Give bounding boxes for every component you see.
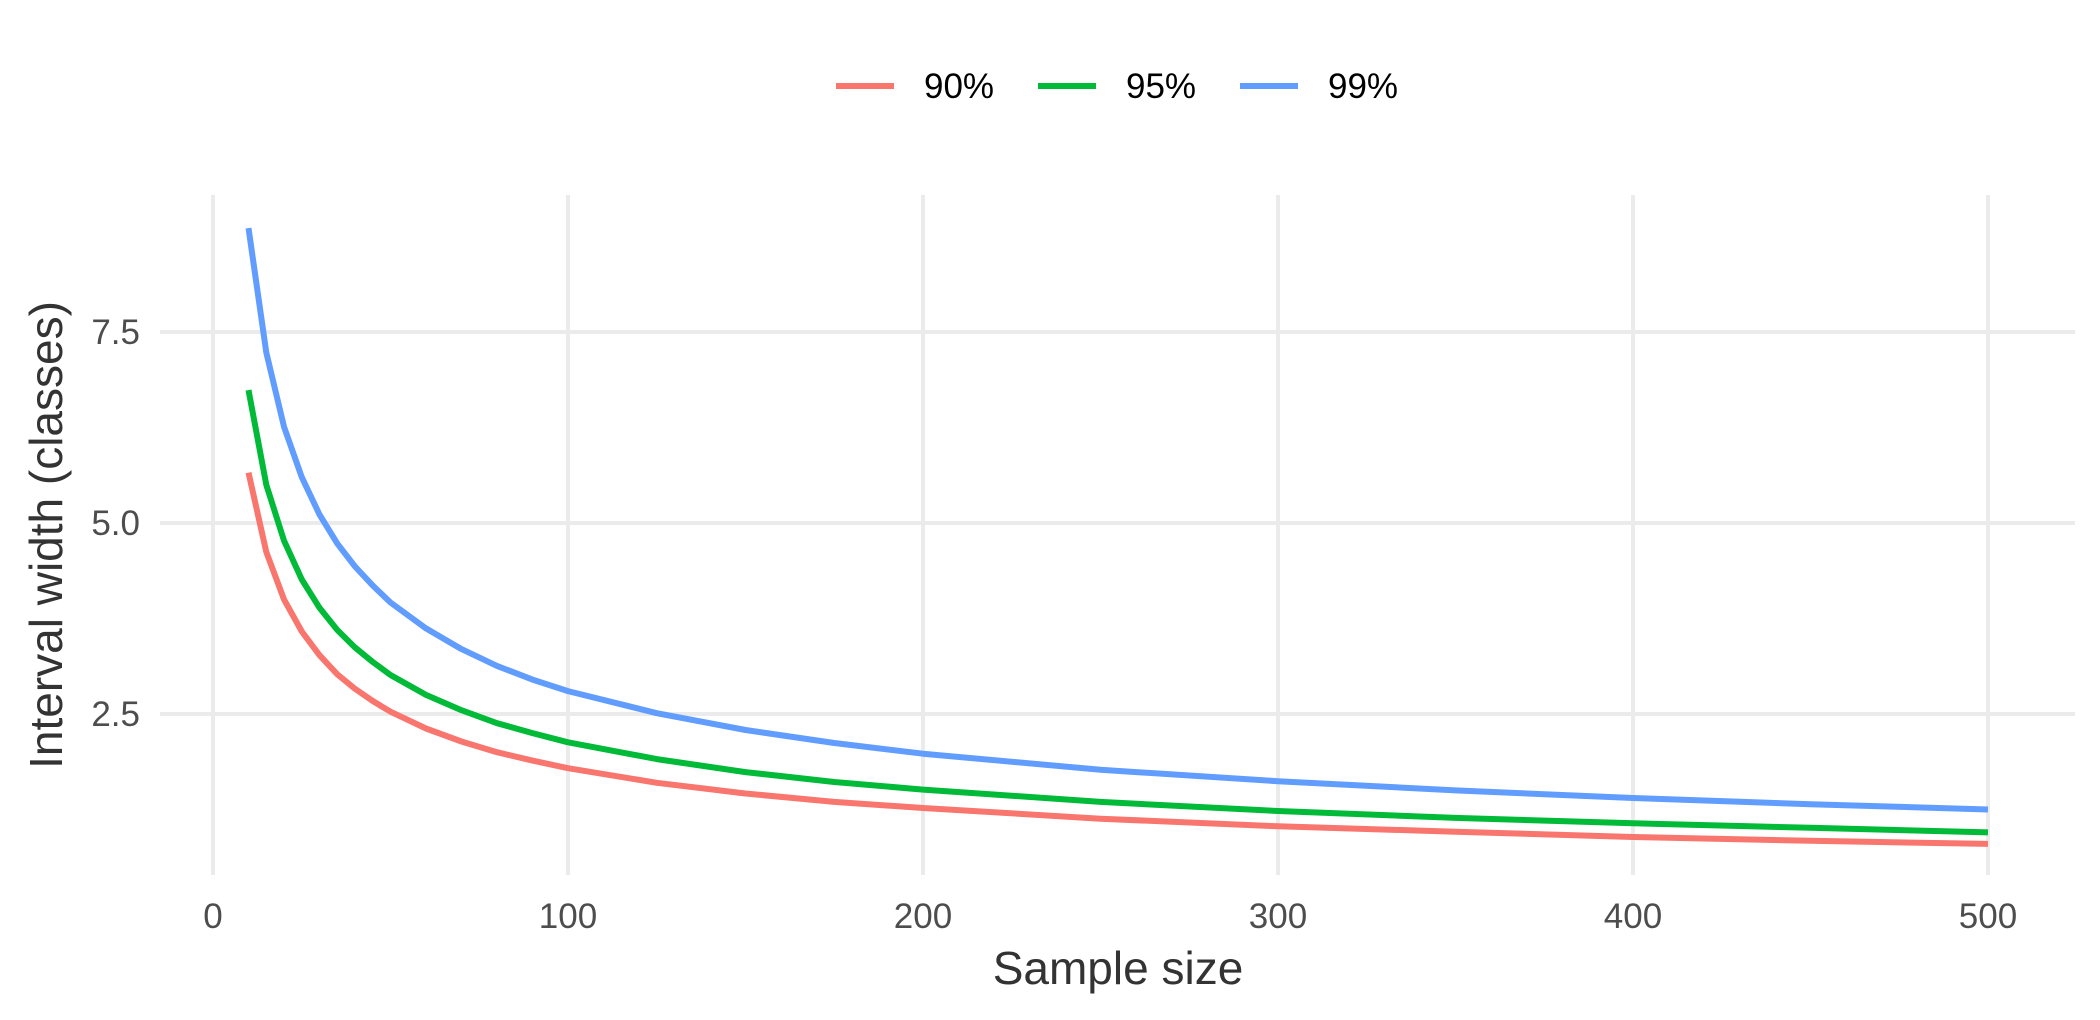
x-tick-label: 0 [203, 897, 222, 936]
x-tick-label: 400 [1604, 897, 1662, 936]
series-line-99pct [245, 227, 1989, 813]
y-tick-label: 2.5 [91, 695, 140, 734]
legend: 90% 95% 99% [836, 67, 1398, 106]
x-axis-ticks: 0 100 200 300 400 500 [203, 897, 2017, 936]
y-axis-ticks: 2.5 5.0 7.5 [91, 313, 140, 734]
x-tick-label: 200 [894, 897, 952, 936]
x-tick-label: 500 [1959, 897, 2017, 936]
legend-label: 90% [924, 67, 994, 106]
y-axis-title: Interval width (classes) [20, 301, 72, 769]
series-line-95pct [245, 389, 1989, 836]
series-layer [245, 227, 1989, 847]
y-tick-label: 7.5 [91, 313, 140, 352]
y-tick-label: 5.0 [91, 504, 140, 543]
x-axis-title: Sample size [993, 942, 1244, 994]
x-tick-label: 100 [539, 897, 597, 936]
legend-label: 99% [1328, 67, 1398, 106]
series-line-90pct [245, 471, 1989, 847]
legend-label: 95% [1126, 67, 1196, 106]
x-tick-label: 300 [1249, 897, 1307, 936]
